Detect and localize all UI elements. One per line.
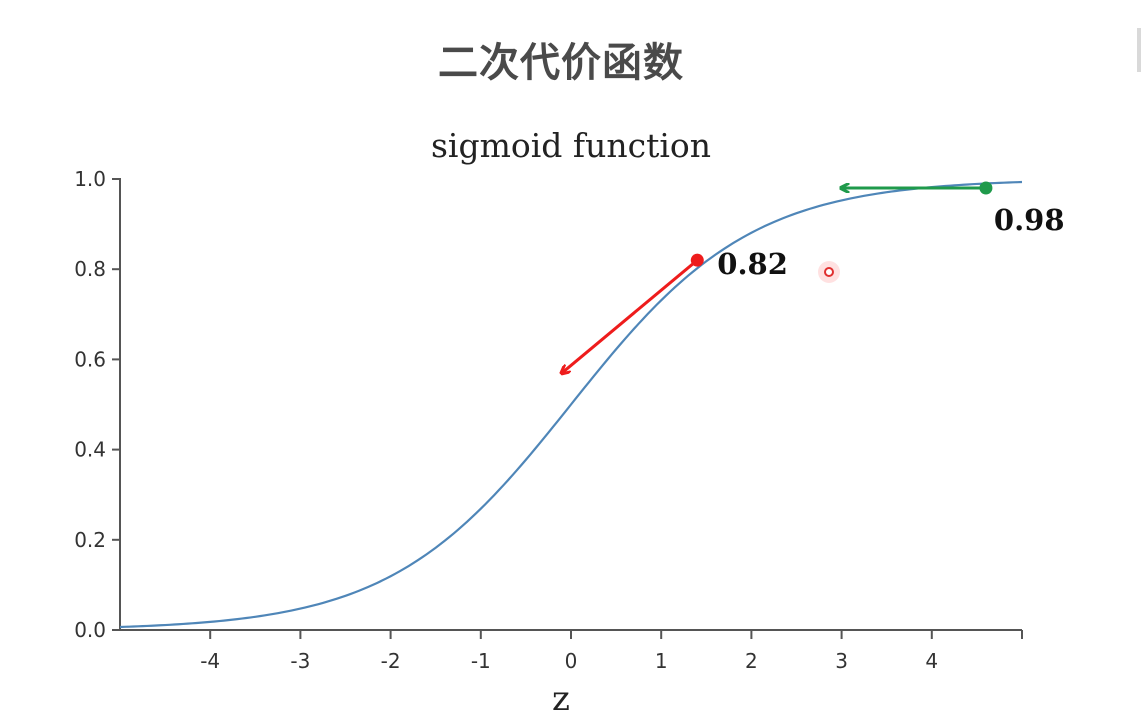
x-tick-label: 1: [655, 649, 668, 673]
x-tick-label: -1: [471, 649, 491, 673]
y-tick-label: 0.4: [74, 438, 106, 462]
x-tick-label: -3: [290, 649, 310, 673]
highlight-point-2: [979, 181, 993, 195]
highlight-label-2: 0.98: [994, 203, 1065, 237]
x-tick-label: 2: [745, 649, 758, 673]
gradient-arrow-1: [562, 259, 699, 373]
y-tick-label: 0.0: [74, 618, 106, 642]
x-axis-label: z: [552, 679, 570, 719]
y-tick-label: 0.8: [74, 257, 106, 281]
x-axis-ticks: -4 -3 -2 -1 0 1 2 3 4: [200, 630, 1023, 673]
highlight-points: 0.82 0.98: [562, 181, 1065, 373]
edge-mark: [1137, 28, 1141, 72]
highlight-point-1: [690, 253, 704, 267]
x-tick-label: 0: [565, 649, 578, 673]
x-tick-label: 4: [925, 649, 938, 673]
y-tick-label: 0.6: [74, 347, 106, 371]
highlight-label-1: 0.82: [717, 247, 788, 281]
slide-title: 二次代价函数: [438, 40, 684, 86]
sigmoid-curve: [119, 180, 1023, 629]
chart-title: sigmoid function: [431, 126, 711, 165]
x-tick-label: -4: [200, 649, 220, 673]
x-tick-label: -2: [381, 649, 401, 673]
y-tick-label: 1.0: [74, 167, 106, 191]
cursor-marker: [818, 261, 840, 283]
x-tick-label: 3: [835, 649, 848, 673]
y-tick-label: 0.2: [74, 528, 106, 552]
y-axis-ticks: 0.0 0.2 0.4 0.6 0.8 1.0: [74, 167, 120, 642]
